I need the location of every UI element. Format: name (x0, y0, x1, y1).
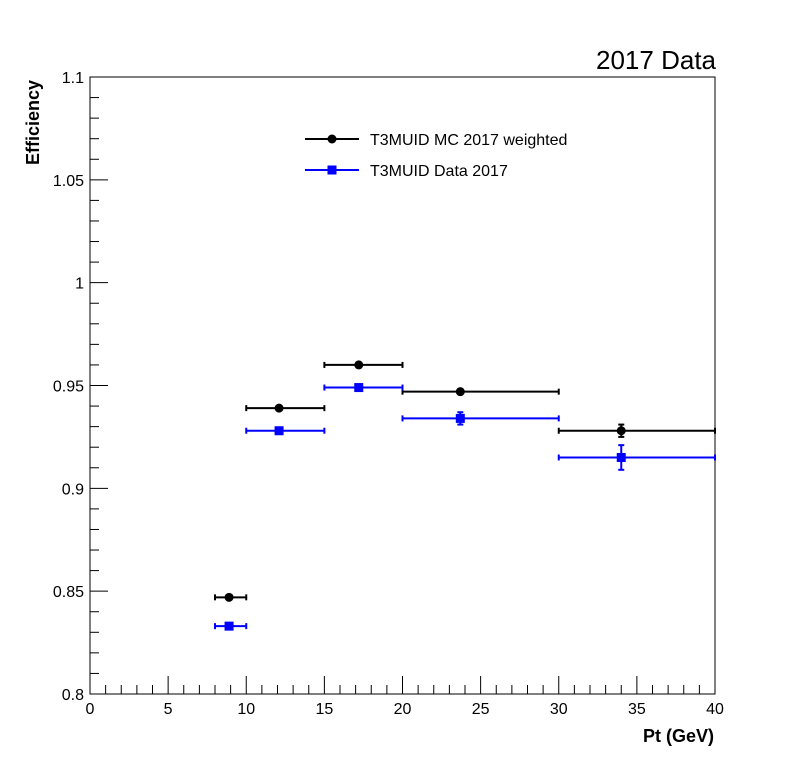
data-series (214, 360, 716, 631)
legend-marker (327, 134, 337, 144)
x-tick-label: 0 (86, 701, 95, 718)
y-tick-label: 0.9 (62, 481, 84, 498)
data-point (616, 426, 626, 436)
x-tick-label: 5 (164, 701, 173, 718)
x-tick-label: 35 (628, 701, 646, 718)
x-tick-label: 10 (237, 701, 255, 718)
legend-marker (327, 165, 337, 175)
data-point (455, 413, 465, 423)
data-point (354, 360, 364, 370)
data-point (455, 387, 465, 397)
legend-entry-2: T3MUID Data 2017 (305, 163, 508, 180)
data-point (274, 403, 284, 413)
y-tick-label: 0.8 (62, 687, 84, 704)
x-tick-label: 25 (472, 701, 490, 718)
y-tick-label: 1.05 (53, 173, 84, 190)
x-axis-title: Pt (GeV) (643, 726, 714, 746)
legend: T3MUID MC 2017 weighted T3MUID Data 2017 (305, 132, 567, 180)
y-axis-title: Efficiency (23, 80, 43, 165)
chart-title: 2017 Data (596, 45, 717, 75)
data-point (274, 426, 284, 436)
data-point (224, 592, 234, 602)
x-tick-label: 30 (550, 701, 568, 718)
legend-label: T3MUID Data 2017 (370, 163, 508, 180)
data-point (616, 452, 626, 462)
x-tick-label: 20 (394, 701, 412, 718)
series-1 (214, 360, 716, 602)
legend-label: T3MUID MC 2017 weighted (370, 132, 567, 149)
y-tick-label: 1 (75, 276, 84, 293)
series-2 (214, 383, 716, 631)
legend-entry-1: T3MUID MC 2017 weighted (305, 132, 567, 149)
x-tick-label: 15 (315, 701, 333, 718)
data-point (354, 383, 364, 393)
axis-tick-labels: 0 5 10 15 20 25 30 35 40 0.8 0.85 0.9 0.95 1 1.05 1.1 (53, 70, 724, 718)
y-tick-label: 0.95 (53, 379, 84, 396)
y-tick-label: 1.1 (62, 70, 84, 87)
x-tick-label: 40 (706, 701, 724, 718)
y-tick-label: 0.85 (53, 584, 84, 601)
data-point (224, 621, 234, 631)
axis-ticks (89, 76, 716, 695)
